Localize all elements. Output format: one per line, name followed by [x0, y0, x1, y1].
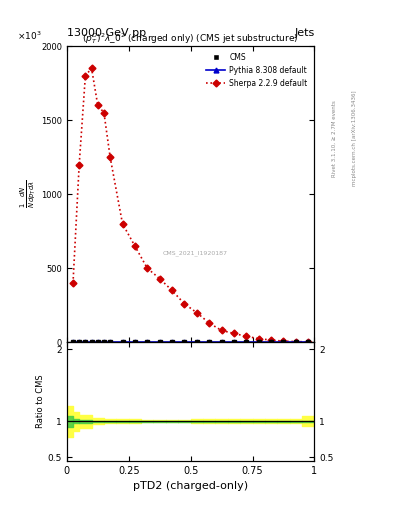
CMS — [89, 339, 94, 345]
Pythia 8.308 default — [157, 339, 162, 345]
Sherpa 2.2.9 default — [89, 65, 94, 71]
Sherpa 2.2.9 default — [77, 161, 82, 167]
Sherpa 2.2.9 default — [306, 339, 310, 345]
CMS — [71, 339, 75, 345]
CMS — [108, 339, 112, 345]
Sherpa 2.2.9 default — [120, 221, 125, 227]
Pythia 8.308 default — [256, 339, 261, 345]
Pythia 8.308 default — [306, 339, 310, 345]
Line: Sherpa 2.2.9 default: Sherpa 2.2.9 default — [71, 66, 310, 344]
Pythia 8.308 default — [77, 339, 82, 345]
Pythia 8.308 default — [132, 339, 137, 345]
Pythia 8.308 default — [231, 339, 236, 345]
Sherpa 2.2.9 default — [231, 330, 236, 336]
CMS — [157, 339, 162, 345]
Sherpa 2.2.9 default — [95, 102, 100, 109]
CMS — [83, 339, 88, 345]
CMS — [207, 339, 211, 345]
Legend: CMS, Pythia 8.308 default, Sherpa 2.2.9 default: CMS, Pythia 8.308 default, Sherpa 2.2.9 … — [203, 50, 310, 91]
Pythia 8.308 default — [294, 339, 298, 345]
Sherpa 2.2.9 default — [132, 243, 137, 249]
Pythia 8.308 default — [244, 339, 249, 345]
Pythia 8.308 default — [219, 339, 224, 345]
CMS — [182, 339, 187, 345]
CMS — [256, 339, 261, 345]
Text: mcplots.cern.ch [arXiv:1306.3436]: mcplots.cern.ch [arXiv:1306.3436] — [352, 91, 357, 186]
CMS — [132, 339, 137, 345]
CMS — [269, 339, 274, 345]
CMS — [120, 339, 125, 345]
CMS — [77, 339, 82, 345]
Y-axis label: $\frac{1}{N}\frac{dN}{dp_T d\lambda}$: $\frac{1}{N}\frac{dN}{dp_T d\lambda}$ — [19, 180, 38, 208]
Sherpa 2.2.9 default — [101, 110, 106, 116]
CMS — [294, 339, 298, 345]
Sherpa 2.2.9 default — [71, 280, 75, 286]
Sherpa 2.2.9 default — [157, 275, 162, 282]
Sherpa 2.2.9 default — [207, 320, 211, 326]
Sherpa 2.2.9 default — [294, 338, 298, 345]
Y-axis label: Ratio to CMS: Ratio to CMS — [36, 375, 45, 429]
Sherpa 2.2.9 default — [83, 73, 88, 79]
Pythia 8.308 default — [207, 339, 211, 345]
Sherpa 2.2.9 default — [244, 333, 249, 339]
Line: Pythia 8.308 default: Pythia 8.308 default — [71, 339, 310, 345]
CMS — [306, 339, 310, 345]
CMS — [95, 339, 100, 345]
Pythia 8.308 default — [95, 339, 100, 345]
Sherpa 2.2.9 default — [219, 327, 224, 333]
Pythia 8.308 default — [71, 339, 75, 345]
Pythia 8.308 default — [101, 339, 106, 345]
Pythia 8.308 default — [269, 339, 274, 345]
X-axis label: pTD2 (charged-only): pTD2 (charged-only) — [133, 481, 248, 491]
Sherpa 2.2.9 default — [182, 301, 187, 307]
Sherpa 2.2.9 default — [145, 265, 150, 271]
Sherpa 2.2.9 default — [269, 337, 274, 343]
CMS — [101, 339, 106, 345]
Sherpa 2.2.9 default — [195, 310, 199, 316]
CMS — [244, 339, 249, 345]
CMS — [281, 339, 286, 345]
Text: $\times10^3$: $\times10^3$ — [17, 30, 42, 42]
CMS — [170, 339, 174, 345]
Pythia 8.308 default — [281, 339, 286, 345]
Pythia 8.308 default — [145, 339, 150, 345]
Sherpa 2.2.9 default — [170, 287, 174, 293]
Sherpa 2.2.9 default — [256, 335, 261, 342]
Pythia 8.308 default — [120, 339, 125, 345]
Title: $(p_T^D)^2\lambda\_0^2$ (charged only) (CMS jet substructure): $(p_T^D)^2\lambda\_0^2$ (charged only) (… — [83, 31, 299, 46]
Pythia 8.308 default — [195, 339, 199, 345]
CMS — [195, 339, 199, 345]
Sherpa 2.2.9 default — [281, 338, 286, 344]
Pythia 8.308 default — [83, 339, 88, 345]
Text: CMS_2021_I1920187: CMS_2021_I1920187 — [163, 250, 228, 257]
Text: Rivet 3.1.10, ≥ 2.7M events: Rivet 3.1.10, ≥ 2.7M events — [332, 100, 337, 177]
CMS — [145, 339, 150, 345]
Line: CMS: CMS — [71, 339, 310, 345]
CMS — [219, 339, 224, 345]
Pythia 8.308 default — [170, 339, 174, 345]
CMS — [231, 339, 236, 345]
Text: 13000 GeV pp: 13000 GeV pp — [67, 28, 146, 38]
Text: Jets: Jets — [294, 28, 314, 38]
Pythia 8.308 default — [108, 339, 112, 345]
Pythia 8.308 default — [182, 339, 187, 345]
Pythia 8.308 default — [89, 339, 94, 345]
Sherpa 2.2.9 default — [108, 154, 112, 160]
